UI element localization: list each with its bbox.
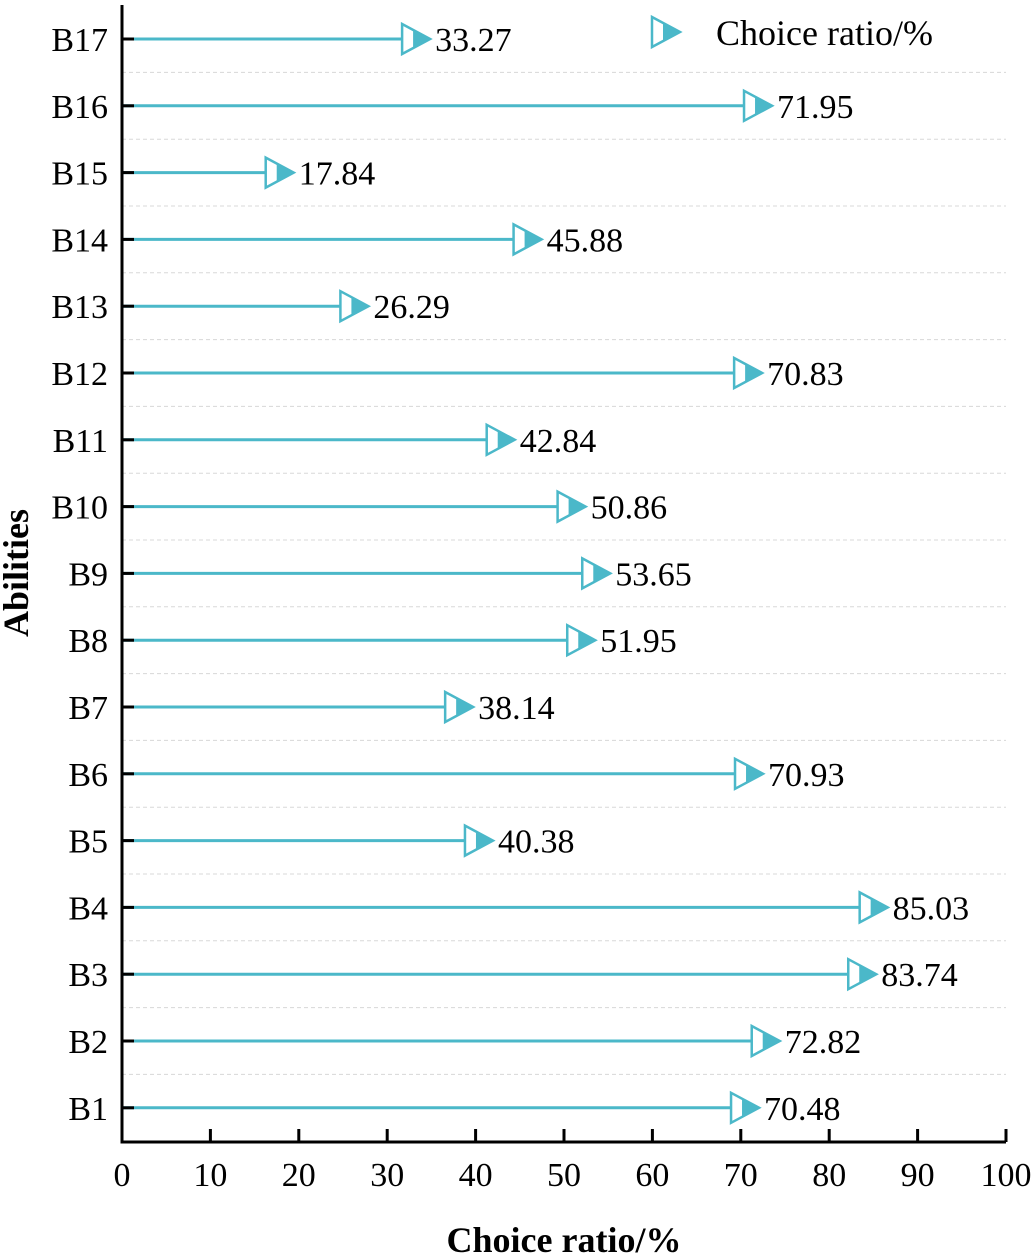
- bar-marker-B4-fill: [870, 898, 888, 917]
- x-tick-label-30: 30: [370, 1157, 404, 1194]
- bar-marker-B6: [733, 756, 766, 791]
- bar-marker-B2: [750, 1023, 783, 1059]
- bar-marker-B8: [565, 623, 598, 658]
- data-label-B7: 38.14: [478, 690, 555, 727]
- x-tick-label-80: 80: [812, 1157, 846, 1194]
- x-tick-label-50: 50: [547, 1157, 581, 1194]
- bar-marker-B7-fill: [456, 697, 474, 717]
- bar-marker-B13: [339, 289, 372, 324]
- bar-marker-B5-fill: [475, 831, 493, 850]
- data-label-B1: 70.48: [764, 1091, 841, 1128]
- data-label-B15: 17.84: [299, 156, 376, 193]
- bar-marker-B2-fill: [762, 1031, 780, 1051]
- data-label-B2: 72.82: [785, 1024, 862, 1061]
- x-tick-label-40: 40: [459, 1157, 493, 1194]
- data-label-B5: 40.38: [498, 824, 575, 861]
- y-tick-label-B4: B4: [68, 890, 108, 927]
- bar-marker-B10: [556, 489, 589, 524]
- bar-marker-B16-fill: [755, 96, 773, 115]
- x-tick-label-70: 70: [724, 1157, 758, 1194]
- bar-marker-B8-fill: [578, 631, 596, 650]
- data-label-B16: 71.95: [777, 89, 854, 126]
- y-tick-label-B8: B8: [68, 623, 108, 660]
- x-tick-label-10: 10: [193, 1157, 227, 1194]
- x-ticks: 0 10 20 30 40 50 60 70 80 90 100: [114, 1129, 1032, 1194]
- data-label-B3: 83.74: [881, 957, 958, 994]
- bar-marker-B9: [581, 556, 613, 591]
- bar-marker-B11-fill: [497, 430, 515, 449]
- x-tick-label-20: 20: [282, 1157, 316, 1194]
- bar-marker-B16: [742, 88, 775, 123]
- x-tick-label-90: 90: [901, 1157, 935, 1194]
- bar-marker-B14-fill: [524, 230, 542, 249]
- legend-marker: [650, 14, 683, 50]
- x-tick-label-0: 0: [114, 1157, 131, 1194]
- data-label-B14: 45.88: [547, 222, 624, 259]
- bar-marker-B7: [443, 689, 476, 725]
- bar-marker-B17-fill: [413, 29, 431, 49]
- y-tick-label-B16: B16: [51, 89, 108, 126]
- y-tick-label-B17: B17: [51, 22, 108, 59]
- y-tick-label-B13: B13: [51, 289, 108, 326]
- gridlines: [122, 71, 1006, 1075]
- legend-label: Choice ratio/%: [716, 13, 933, 53]
- y-tick-label-B7: B7: [68, 690, 108, 727]
- y-tick-label-B5: B5: [68, 824, 108, 861]
- legend: Choice ratio/%: [650, 13, 933, 53]
- bar-marker-B12: [732, 355, 765, 391]
- legend-marker-icon: [650, 14, 683, 50]
- x-tick-label-60: 60: [635, 1157, 669, 1194]
- data-label-B12: 70.83: [767, 356, 844, 393]
- legend-marker-fill: [663, 22, 680, 42]
- bar-marker-B5: [463, 823, 496, 858]
- bar-marker-B3-fill: [859, 965, 877, 984]
- bar-marker-B1-fill: [742, 1098, 760, 1117]
- y-tick-label-B12: B12: [51, 356, 108, 393]
- data-label-B4: 85.03: [893, 890, 970, 927]
- data-label-B6: 70.93: [768, 757, 845, 794]
- x-tick-label-100: 100: [981, 1157, 1032, 1194]
- data-label-B11: 42.84: [520, 423, 597, 460]
- series-bars: 70.48 72.82 83.74 85.03 40.38 70.93 38.14 51.95…: [122, 21, 970, 1128]
- bar-marker-B15: [264, 155, 297, 190]
- y-tick-label-B6: B6: [68, 757, 108, 794]
- y-tick-label-B11: B11: [53, 423, 108, 460]
- bar-marker-B14: [512, 222, 545, 257]
- bar-marker-B11: [485, 422, 518, 457]
- bar-marker-B3: [847, 957, 879, 992]
- y-tick-label-B9: B9: [68, 556, 108, 593]
- y-tick-label-B1: B1: [68, 1091, 108, 1128]
- data-label-B10: 50.86: [591, 490, 668, 527]
- bar-marker-B13-fill: [351, 297, 369, 316]
- bar-marker-B17: [400, 21, 433, 57]
- bar-marker-B15-fill: [276, 163, 294, 182]
- bar-marker-B10-fill: [568, 497, 586, 516]
- bar-marker-B6-fill: [746, 764, 764, 783]
- y-axis-title: Abilities: [0, 509, 36, 637]
- bar-marker-B4: [858, 890, 891, 925]
- y-ticks: B1 B2 B3 B4 B5 B6 B7 B8 B9 B10 B11 B12 B13 B14 B15 B16 B…: [51, 22, 134, 1128]
- y-tick-label-B14: B14: [51, 222, 108, 259]
- data-label-B13: 26.29: [373, 289, 450, 326]
- bar-marker-B12-fill: [745, 363, 763, 383]
- bar-marker-B9-fill: [593, 564, 611, 583]
- y-tick-label-B3: B3: [68, 957, 108, 994]
- y-tick-label-B2: B2: [68, 1024, 108, 1061]
- y-tick-label-B15: B15: [51, 156, 108, 193]
- data-label-B9: 53.65: [615, 556, 692, 593]
- bar-marker-B1: [729, 1090, 762, 1125]
- data-label-B17: 33.27: [435, 22, 512, 59]
- y-tick-label-B10: B10: [51, 490, 108, 527]
- x-axis-title: Choice ratio/%: [447, 1220, 682, 1257]
- data-label-B8: 51.95: [600, 623, 677, 660]
